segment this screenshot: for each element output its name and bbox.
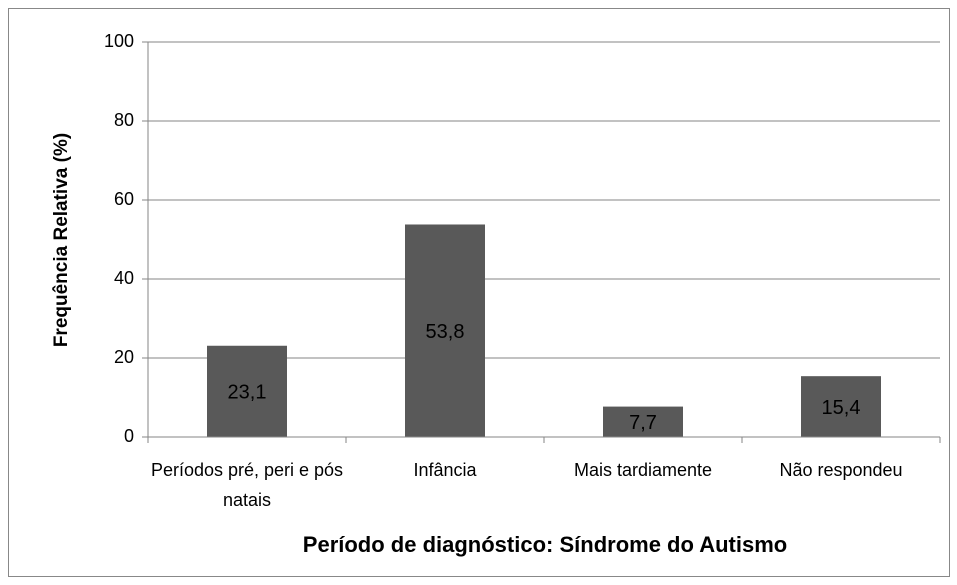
y-tick-label: 100 bbox=[104, 31, 134, 51]
bar bbox=[603, 406, 683, 437]
y-tick-label: 0 bbox=[124, 426, 134, 446]
x-tick-label: Não respondeu bbox=[779, 460, 903, 480]
data-label: 15,4 bbox=[822, 397, 861, 419]
y-tick-label: 20 bbox=[114, 347, 134, 367]
bar bbox=[207, 345, 287, 437]
bar bbox=[801, 376, 881, 437]
x-tick-label: Infância bbox=[413, 460, 477, 480]
x-tick-label-box: Não respondeu bbox=[779, 460, 903, 480]
data-label: 53,8 bbox=[426, 321, 465, 343]
x-tick-label-box: Infância bbox=[413, 460, 477, 480]
x-tick-label-box: Períodos pré, peri e pós natais bbox=[150, 460, 344, 510]
y-tick-label: 40 bbox=[114, 268, 134, 288]
x-tick-label-box: Mais tardiamente bbox=[573, 460, 713, 480]
data-label: 23,1 bbox=[228, 382, 267, 404]
x-axis-label: Período de diagnóstico: Síndrome do Auti… bbox=[303, 532, 787, 557]
bar bbox=[405, 224, 485, 437]
data-label: 7,7 bbox=[629, 412, 657, 434]
y-axis-label: Frequência Relativa (%) bbox=[51, 133, 72, 347]
x-tick-label: Períodos pré, peri e pós natais bbox=[150, 460, 344, 510]
y-tick-label: 60 bbox=[114, 189, 134, 209]
y-tick-label: 80 bbox=[114, 110, 134, 130]
x-tick-label: Mais tardiamente bbox=[573, 460, 713, 480]
